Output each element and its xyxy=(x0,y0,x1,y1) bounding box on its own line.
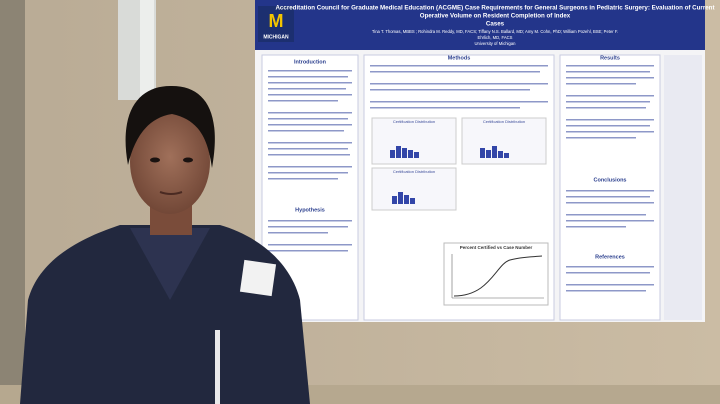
mini-charts: Certification Distribution Certification… xyxy=(371,117,547,211)
section-heading: Hypothesis xyxy=(295,207,325,213)
title-bar xyxy=(255,0,705,50)
poster-title-1: Accreditation Council for Graduate Medic… xyxy=(275,5,714,12)
curve-chart-title: Percent Certified vs Case Number xyxy=(460,245,533,250)
mini-chart-title: Certification Distribution xyxy=(483,119,525,124)
mouth xyxy=(159,191,183,195)
curve-chart: Percent Certified vs Case Number xyxy=(443,242,549,306)
authors-2: Ehrlich, MD, FACS xyxy=(478,35,513,40)
logo-m: M xyxy=(269,11,284,31)
poster-title-2: Operative Volume on Resident Completion … xyxy=(420,13,571,20)
lanyard xyxy=(215,330,220,404)
logo-box xyxy=(258,6,294,42)
authors-1: Tina T. Thomas, MBBS ; Rohindra M. Reddy… xyxy=(372,29,618,34)
logo-text: MICHIGAN xyxy=(263,34,289,40)
person xyxy=(20,85,310,404)
mini-chart-title: Certification Distribution xyxy=(393,119,435,124)
face xyxy=(130,110,210,214)
badge xyxy=(239,259,277,297)
text-lines xyxy=(268,65,654,292)
wall-edge xyxy=(0,0,25,404)
eye xyxy=(150,157,160,163)
affiliation: University of Michigan xyxy=(475,41,517,46)
right-margin xyxy=(664,55,702,320)
section-heading: Results xyxy=(600,55,620,61)
jacket xyxy=(20,225,310,404)
right-column xyxy=(559,54,661,321)
section-heading: Introduction xyxy=(294,59,327,65)
eye xyxy=(183,157,193,163)
hair xyxy=(125,85,215,168)
section-heading: Conclusions xyxy=(593,177,626,183)
collar xyxy=(130,228,210,300)
mini-chart-title: Certification Distribution xyxy=(393,169,435,174)
poster-title-3: Cases xyxy=(486,21,505,28)
section-heading: References xyxy=(595,254,625,260)
door-frame xyxy=(140,0,154,100)
section-heading: Methods xyxy=(448,55,471,61)
poster: M MICHIGAN Accreditation Council for Gra… xyxy=(255,0,715,322)
